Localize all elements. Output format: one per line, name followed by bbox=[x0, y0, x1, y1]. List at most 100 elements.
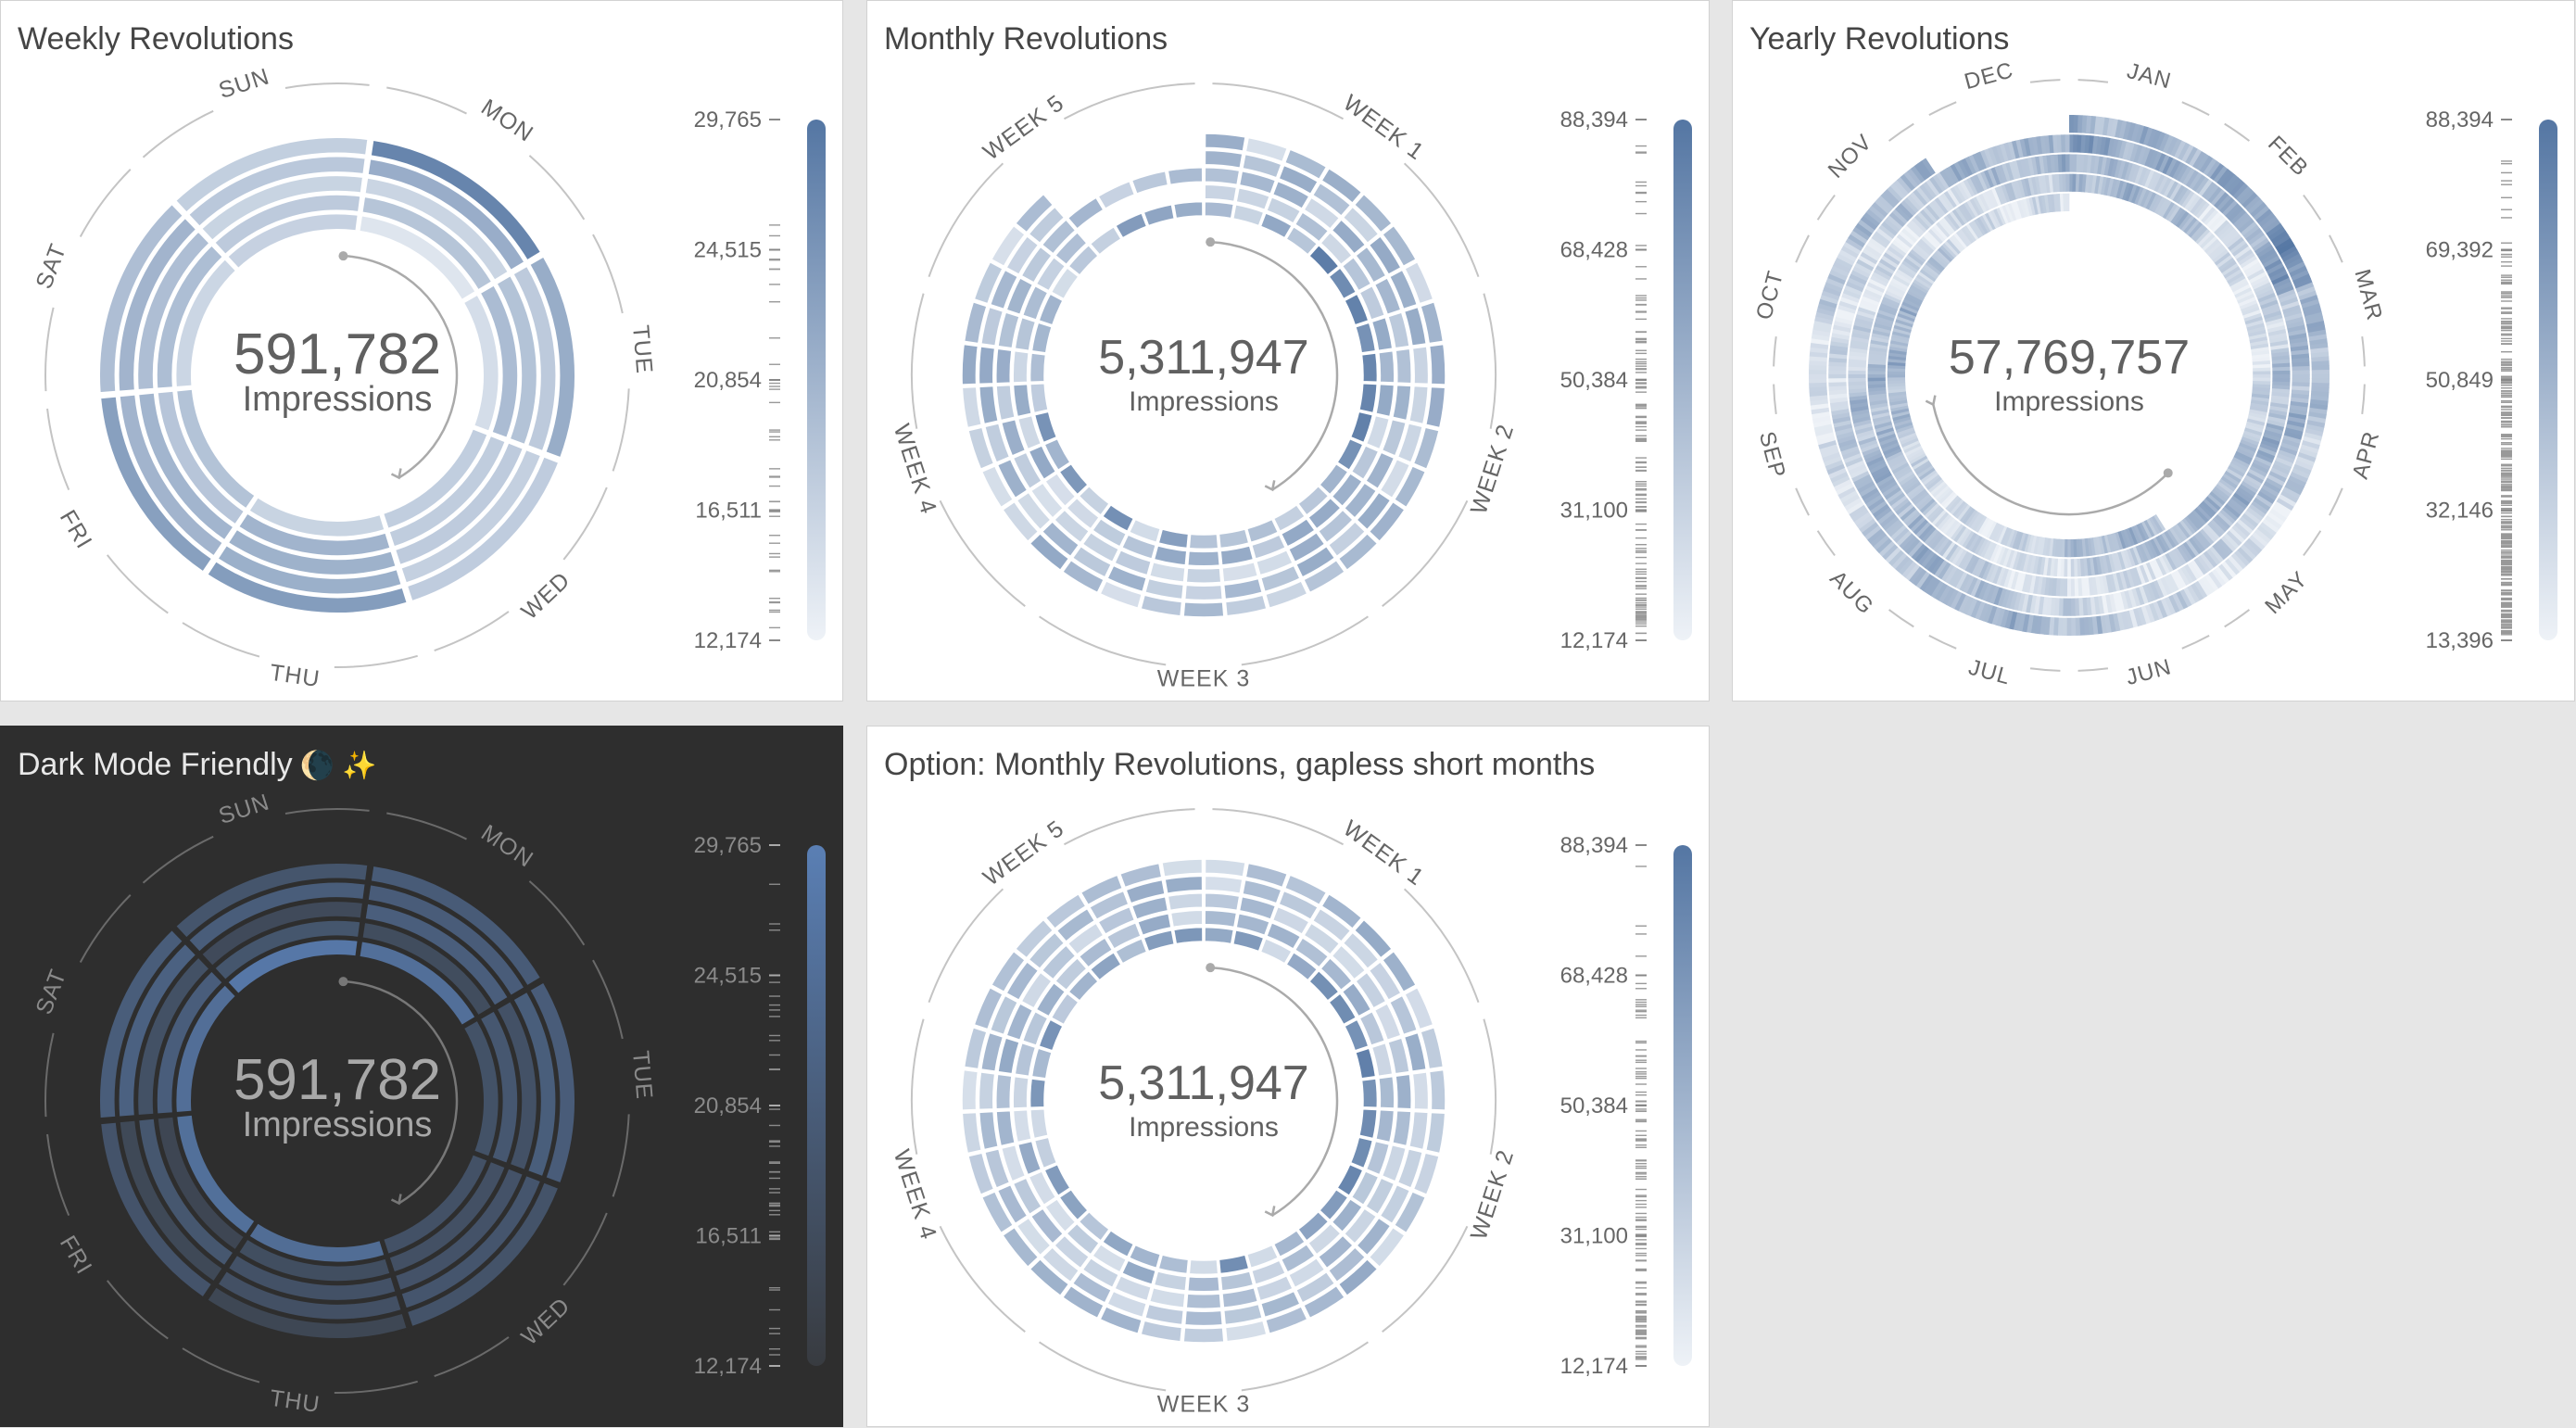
day-cell bbox=[2244, 474, 2262, 487]
day-cell bbox=[2004, 183, 2014, 202]
heatmap-cell bbox=[1250, 534, 1287, 560]
day-cell bbox=[1903, 442, 1922, 454]
day-cell bbox=[2211, 569, 2227, 587]
day-cell bbox=[2266, 262, 2284, 275]
day-cell bbox=[1864, 452, 1883, 463]
day-cell bbox=[2152, 601, 2164, 620]
day-cell bbox=[2147, 128, 2158, 147]
day-cell bbox=[2226, 530, 2242, 547]
day-cell bbox=[1863, 524, 1882, 540]
day-cell bbox=[1974, 218, 1987, 236]
day-cell bbox=[2307, 415, 2327, 424]
day-cell bbox=[2039, 557, 2046, 575]
heatmap-cell bbox=[1140, 1320, 1183, 1343]
day-cell bbox=[2243, 312, 2263, 322]
arrow-start-dot bbox=[338, 977, 348, 987]
day-cell bbox=[2119, 591, 2129, 610]
outer-guide-arc bbox=[928, 888, 1004, 1004]
heatmap-cell bbox=[1320, 231, 1354, 266]
day-cell bbox=[2009, 591, 2018, 610]
outer-guide-arc bbox=[434, 1336, 510, 1378]
day-cell bbox=[1851, 470, 1870, 483]
legend-tick-label: 16,511 bbox=[695, 1224, 762, 1249]
day-cell bbox=[1970, 536, 1983, 553]
day-cell bbox=[2241, 481, 2258, 494]
day-cell bbox=[1827, 273, 1847, 285]
day-cell bbox=[1954, 549, 1968, 567]
day-cell bbox=[2200, 553, 2215, 571]
day-cell bbox=[2182, 541, 2196, 560]
day-cell bbox=[1953, 233, 1968, 249]
day-cell bbox=[1910, 488, 1927, 503]
legend-tick-label: 32,146 bbox=[2426, 499, 2494, 524]
day-cell bbox=[1832, 415, 1851, 424]
heatmap-cell bbox=[1088, 890, 1130, 921]
day-cell bbox=[1966, 576, 1978, 596]
day-cell bbox=[2254, 494, 2273, 509]
weekly-spiral-chart: MONTUEWEDTHUFRISATSUN591,782Impressions2… bbox=[31, 63, 826, 692]
heatmap-cell bbox=[1043, 1197, 1077, 1233]
day-cell bbox=[2066, 598, 2072, 616]
day-cell bbox=[2225, 269, 2242, 282]
day-cell bbox=[2008, 611, 2018, 630]
day-cell bbox=[2184, 193, 2198, 210]
day-cell bbox=[1809, 390, 1828, 397]
day-cell bbox=[1885, 518, 1901, 535]
day-cell bbox=[2010, 202, 2020, 221]
heatmap-cell bbox=[1336, 437, 1364, 472]
day-cell bbox=[2114, 159, 2123, 179]
day-cell bbox=[1896, 269, 1913, 282]
day-cell bbox=[2269, 270, 2288, 283]
day-cell bbox=[1850, 335, 1870, 344]
day-cell bbox=[2235, 185, 2252, 203]
day-cell bbox=[2271, 504, 2290, 519]
heatmap-cell bbox=[206, 560, 409, 614]
day-cell bbox=[1998, 185, 2008, 204]
day-cell bbox=[2265, 426, 2283, 436]
day-cell bbox=[2261, 303, 2280, 313]
segment-label: SEP bbox=[1754, 429, 1790, 481]
day-cell bbox=[2294, 460, 2314, 472]
day-cell bbox=[2093, 156, 2101, 174]
outer-guide-arc bbox=[612, 388, 630, 472]
day-cell bbox=[1853, 419, 1872, 427]
day-cell bbox=[2148, 561, 2160, 579]
day-cell bbox=[1986, 542, 1997, 561]
heatmap-cell bbox=[983, 422, 1011, 463]
day-cell bbox=[1991, 187, 2002, 207]
day-cell bbox=[1936, 537, 1951, 555]
day-cell bbox=[2264, 314, 2283, 323]
heatmap-cell bbox=[983, 1147, 1011, 1189]
day-cell bbox=[1888, 394, 1907, 400]
day-cell bbox=[1878, 306, 1897, 316]
legend-color-bar bbox=[2539, 120, 2557, 640]
day-cell bbox=[1850, 467, 1868, 479]
day-cell bbox=[2196, 153, 2210, 171]
heatmap-cell bbox=[1266, 921, 1302, 950]
day-cell bbox=[1937, 513, 1951, 530]
heatmap-cell bbox=[1113, 549, 1153, 576]
day-cell bbox=[2301, 440, 2320, 450]
heatmap-cell bbox=[1381, 418, 1408, 457]
day-cell bbox=[2311, 382, 2330, 388]
day-cell bbox=[2282, 304, 2301, 315]
legend-tick-label: 88,394 bbox=[2426, 107, 2494, 133]
day-cell bbox=[1959, 528, 1972, 547]
day-cell bbox=[1869, 531, 1887, 548]
day-cell bbox=[2191, 510, 2206, 526]
day-cell bbox=[2281, 438, 2301, 449]
day-cell bbox=[2151, 130, 2162, 149]
direction-arrow bbox=[343, 979, 459, 1205]
day-cell bbox=[2297, 452, 2317, 463]
day-cell bbox=[2275, 456, 2293, 468]
legend-tick-label: 50,384 bbox=[1560, 1093, 1628, 1118]
heatmap-cell bbox=[1120, 1259, 1157, 1285]
day-cell bbox=[2311, 373, 2330, 380]
day-cell bbox=[1940, 193, 1955, 210]
day-cell bbox=[2079, 558, 2085, 577]
day-cell bbox=[1834, 423, 1853, 432]
day-cell bbox=[2127, 122, 2137, 142]
day-cell bbox=[1920, 209, 1936, 226]
day-cell bbox=[2076, 154, 2081, 172]
day-cell bbox=[2226, 500, 2243, 516]
